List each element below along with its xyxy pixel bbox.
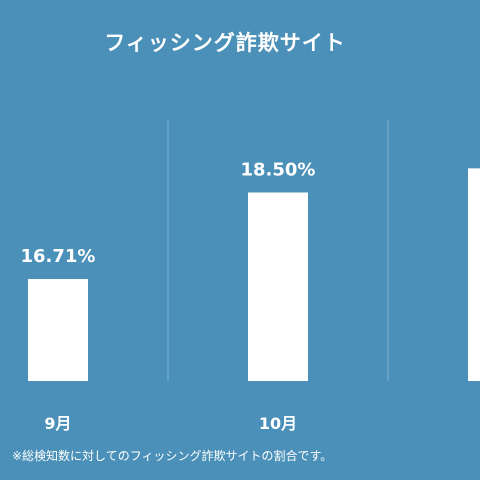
bar-1 [28, 279, 88, 381]
category-label-1: 9月 [44, 414, 71, 433]
value-labels-group: 16.71%18.50%19 [21, 160, 316, 268]
value-label-2: 18.50% [241, 160, 316, 181]
value-label-1: 16.71% [21, 246, 96, 267]
category-label-2: 10月 [259, 414, 297, 433]
bar-2 [248, 192, 308, 381]
bar-3 [468, 168, 480, 381]
category-labels-group: 9月 10月 11月 [44, 414, 480, 433]
footnote: ※総検知数に対してのフィッシング詐欺サイトの割合です。 [12, 448, 332, 463]
category-label-3: 11月 [479, 414, 480, 433]
bars-group [28, 168, 480, 381]
chart-title: フィッシング詐欺サイト [104, 31, 346, 55]
